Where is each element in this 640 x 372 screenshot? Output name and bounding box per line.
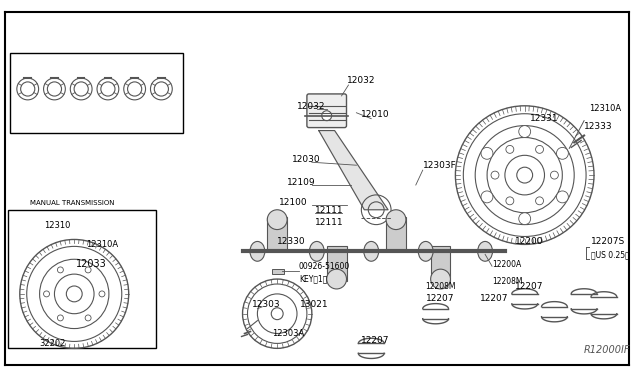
Text: 12111: 12111: [315, 218, 344, 227]
Text: 00926-51600: 00926-51600: [299, 262, 350, 271]
Circle shape: [519, 213, 531, 225]
Circle shape: [58, 315, 63, 321]
FancyBboxPatch shape: [307, 94, 346, 128]
Circle shape: [557, 191, 568, 203]
Text: 12303F: 12303F: [423, 161, 456, 170]
Bar: [268, 217, 287, 251]
Text: MANUAL TRANSMISSION: MANUAL TRANSMISSION: [30, 200, 115, 206]
Text: 12030: 12030: [292, 155, 321, 164]
Ellipse shape: [364, 241, 379, 261]
Circle shape: [58, 267, 63, 273]
Text: 12303: 12303: [252, 300, 281, 309]
Text: 12207: 12207: [426, 294, 454, 303]
Text: 12310A: 12310A: [589, 104, 621, 113]
Text: 12208M: 12208M: [426, 282, 456, 291]
Circle shape: [550, 171, 558, 179]
Text: 12200: 12200: [515, 237, 543, 246]
Text: 〈US 0.25〉: 〈US 0.25〉: [591, 250, 630, 259]
Bar: [272, 269, 284, 274]
Text: 12032: 12032: [297, 102, 326, 111]
Bar: [8, 210, 156, 348]
Text: 12207: 12207: [362, 336, 390, 346]
Text: 12010: 12010: [362, 110, 390, 119]
Text: 32202: 32202: [40, 339, 66, 349]
Bar: [386, 217, 406, 251]
Text: 12100: 12100: [279, 198, 308, 207]
Circle shape: [85, 315, 91, 321]
Circle shape: [322, 111, 332, 121]
Text: 12208M: 12208M: [492, 277, 522, 286]
Ellipse shape: [419, 241, 433, 261]
Bar: [326, 246, 346, 281]
Text: 12033: 12033: [76, 259, 106, 269]
Circle shape: [536, 197, 543, 205]
Text: 13021: 13021: [300, 300, 328, 309]
Text: 12200A: 12200A: [492, 260, 521, 269]
Circle shape: [44, 291, 49, 297]
Bar: [10, 53, 183, 132]
Circle shape: [386, 210, 406, 230]
Circle shape: [557, 147, 568, 159]
Circle shape: [506, 197, 514, 205]
Circle shape: [85, 267, 91, 273]
Ellipse shape: [309, 241, 324, 261]
Circle shape: [506, 145, 514, 153]
Circle shape: [536, 145, 543, 153]
Text: 12333: 12333: [584, 122, 612, 131]
Circle shape: [519, 126, 531, 138]
Text: 12310: 12310: [45, 221, 71, 230]
Text: 12109: 12109: [287, 178, 316, 187]
Text: 12310A: 12310A: [86, 240, 118, 249]
Ellipse shape: [250, 241, 265, 261]
Circle shape: [268, 210, 287, 230]
Polygon shape: [319, 131, 388, 210]
Text: 12111: 12111: [315, 206, 344, 215]
Circle shape: [481, 191, 493, 203]
Circle shape: [491, 171, 499, 179]
Text: 12207: 12207: [480, 294, 509, 303]
Text: 12330: 12330: [277, 237, 306, 246]
Text: 12331: 12331: [530, 114, 558, 123]
Text: 12032: 12032: [346, 76, 375, 85]
Text: 12207S: 12207S: [591, 237, 625, 246]
Circle shape: [326, 269, 346, 289]
Ellipse shape: [477, 241, 493, 261]
Circle shape: [431, 269, 451, 289]
Text: 12303A: 12303A: [272, 330, 305, 339]
Circle shape: [481, 147, 493, 159]
Circle shape: [99, 291, 105, 297]
Text: R12000IF: R12000IF: [584, 345, 630, 355]
Text: KEY（1）: KEY（1）: [299, 274, 327, 283]
Text: 12207: 12207: [515, 282, 543, 291]
Bar: [431, 246, 451, 281]
